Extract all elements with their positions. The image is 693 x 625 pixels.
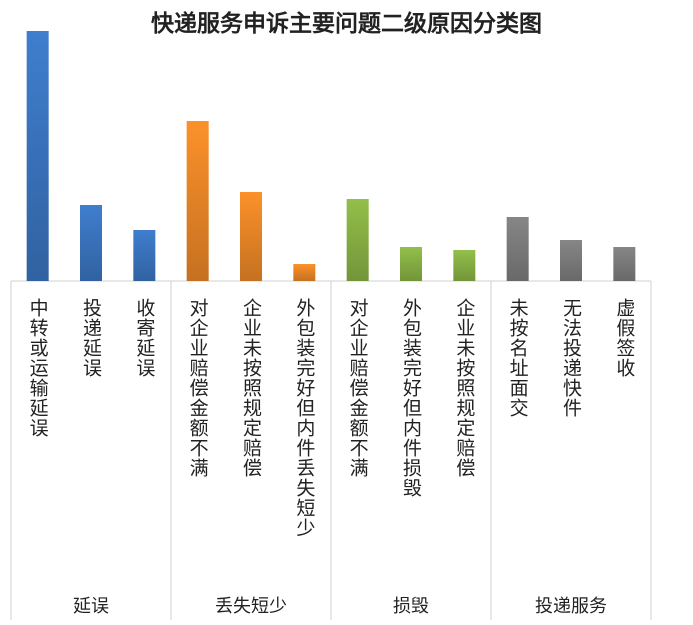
bar [80,205,102,281]
bar [240,192,262,281]
category-label: 未按名址面交 [506,298,529,418]
category-label: 虚假签收 [613,298,636,378]
chart-title: 快递服务申诉主要问题二级原因分类图 [151,11,542,37]
bar [506,217,529,281]
category-label: 企业未按照规定赔偿 [240,298,262,478]
bar [133,230,156,281]
bar [186,121,209,281]
bar [613,247,636,281]
category-label: 对企业赔偿金额不满 [186,298,209,478]
category-label: 外包装完好但内件损毁 [400,298,422,498]
category-label: 企业未按照规定赔偿 [453,298,476,478]
category-label: 外包装完好但内件丢失短少 [293,298,316,538]
category-label: 对企业赔偿金额不满 [346,298,369,478]
bar [453,250,476,281]
bar [293,264,316,281]
category-label: 中转或运输延误 [26,298,49,438]
group-label: 损毁 [393,596,429,617]
category-label: 投递延误 [80,298,102,378]
group-label: 丢失短少 [215,596,287,617]
bar [346,199,369,281]
category-label: 无法投递快件 [560,298,582,418]
bar [26,31,49,281]
category-label: 收寄延误 [133,298,156,378]
bar [560,240,582,281]
group-label: 延误 [73,596,109,617]
group-label: 投递服务 [535,596,607,617]
bar [400,247,422,281]
